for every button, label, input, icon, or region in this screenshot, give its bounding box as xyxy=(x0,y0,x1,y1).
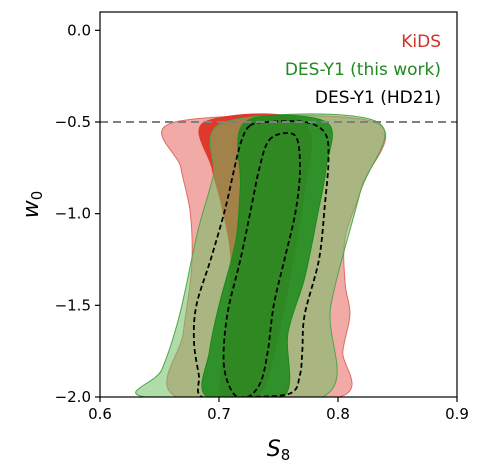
series-des-y1-this-work xyxy=(135,113,386,397)
contour-des-y1-hd21-68pct xyxy=(222,132,301,397)
contour-layer xyxy=(135,113,387,397)
x-tick-label: 0.9 xyxy=(445,405,469,423)
x-axis-label-base: S xyxy=(267,437,281,462)
y-tick-label: −2.0 xyxy=(55,388,91,406)
y-axis-label-sub: 0 xyxy=(28,191,46,201)
legend-item-des-y1-hd21: DES-Y1 (HD21) xyxy=(315,88,441,108)
series-des-y1-hd21 xyxy=(192,120,330,397)
y-axis-label-base: w xyxy=(19,199,44,218)
y-axis-label: w0 xyxy=(19,191,46,219)
x-tick-label: 0.6 xyxy=(88,405,112,423)
plot-frame xyxy=(99,11,458,398)
legend: KiDS DES-Y1 (this work) DES-Y1 (HD21) xyxy=(285,32,441,108)
contour-des-y1-hd21-95pct xyxy=(192,120,330,397)
y-tick-label: −0.5 xyxy=(55,113,91,131)
legend-item-des-y1-this-work: DES-Y1 (this work) xyxy=(285,60,441,80)
x-tick-label: 0.7 xyxy=(207,405,231,423)
y-tick-label: −1.5 xyxy=(55,296,91,314)
x-axis-label: S8 xyxy=(267,437,291,464)
axis-ticks: 0.6 0.7 0.8 0.9 0.0 −0.5 −1.0 −1.5 −2.0 xyxy=(55,21,469,423)
contour-des-y1-this-work-68pct xyxy=(201,114,333,397)
legend-item-kids: KiDS xyxy=(401,32,441,52)
x-axis-label-sub: 8 xyxy=(281,446,291,464)
y-tick-label: −1.0 xyxy=(55,205,91,223)
y-tick-label: 0.0 xyxy=(67,21,91,39)
x-tick-label: 0.8 xyxy=(326,405,350,423)
